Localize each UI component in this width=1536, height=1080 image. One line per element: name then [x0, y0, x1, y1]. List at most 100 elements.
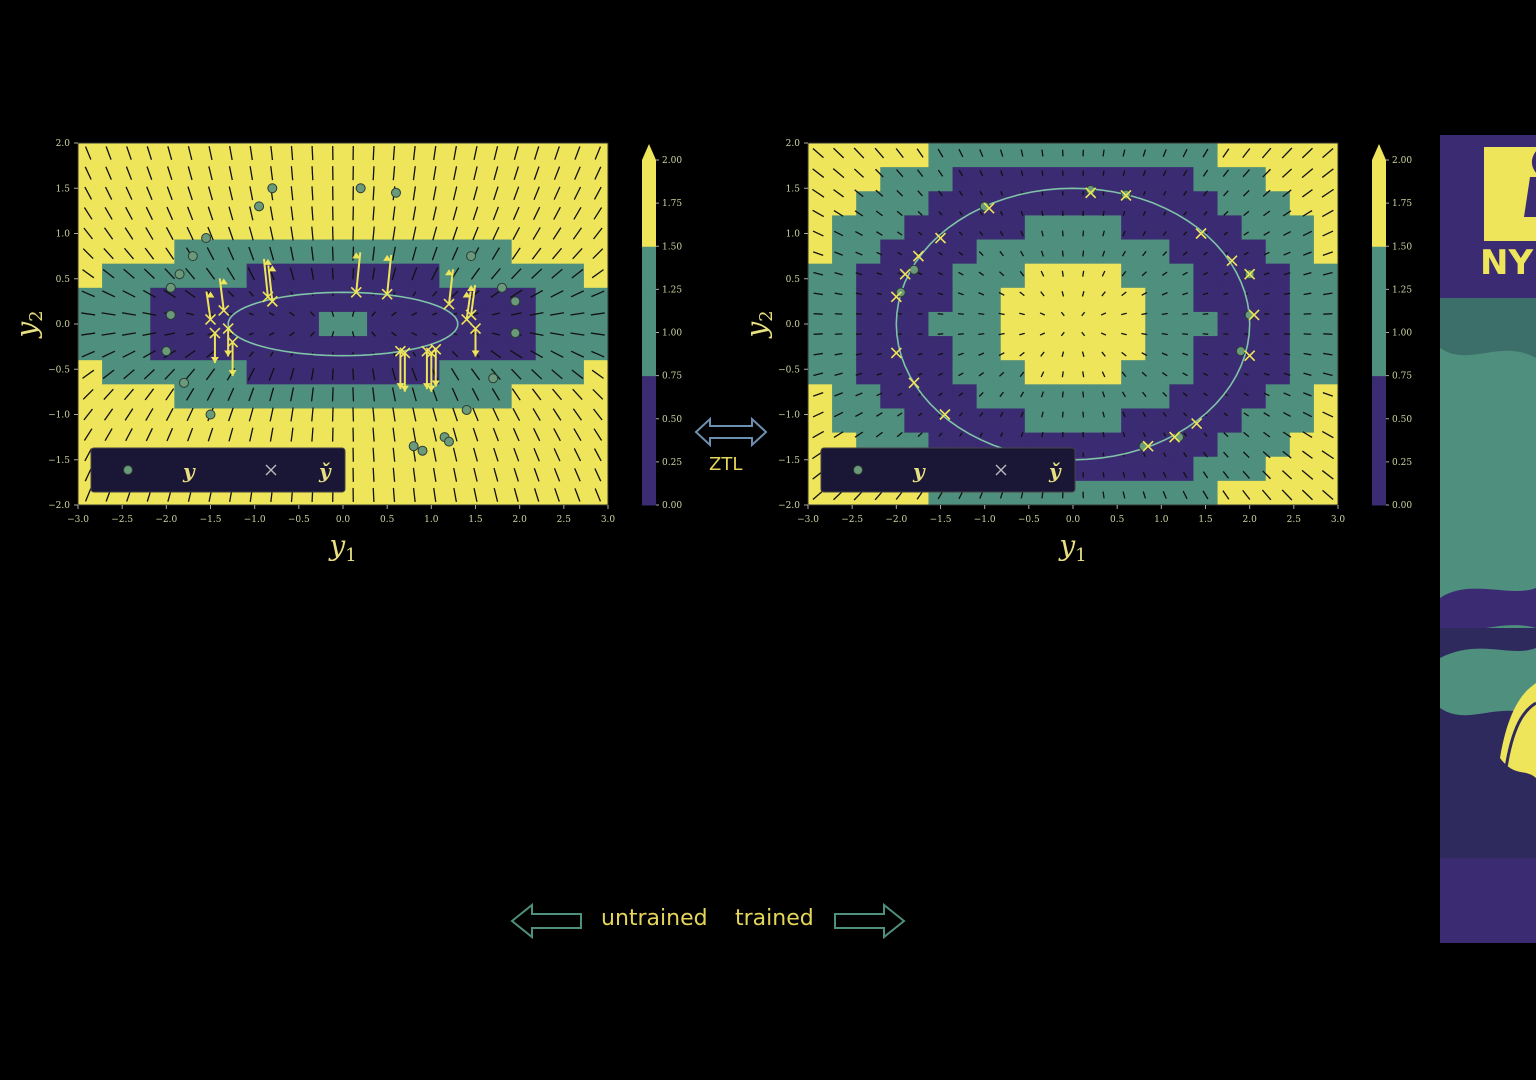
field-arrow — [1102, 149, 1105, 157]
field-arrow — [552, 388, 563, 401]
heatmap-cell — [150, 239, 175, 265]
untrained-arrow[interactable] — [510, 902, 584, 940]
heatmap-cell — [559, 287, 585, 313]
heatmap-cell — [102, 287, 127, 313]
x-tick-label: −1.5 — [930, 515, 952, 525]
heatmap-cell — [102, 215, 127, 241]
heatmap-cell — [1241, 360, 1267, 385]
field-arrow — [84, 166, 92, 180]
field-arrow — [186, 312, 195, 316]
trained-arrow[interactable] — [832, 902, 906, 940]
heatmap-cell — [1193, 143, 1219, 168]
colorbar-segment — [642, 246, 656, 290]
field-arrow — [896, 231, 903, 236]
heatmap-cell — [343, 432, 368, 458]
field-arrow — [1040, 391, 1044, 398]
heatmap-cell — [904, 143, 929, 168]
heatmap-cell — [1265, 287, 1291, 313]
heatmap-cell — [1145, 263, 1170, 289]
update-arrows — [205, 252, 480, 392]
field-arrow — [1322, 372, 1333, 377]
field-arrow — [1061, 270, 1064, 277]
field-arrow — [833, 147, 845, 159]
heatmap-cell — [102, 360, 127, 385]
field-arrow — [493, 166, 499, 181]
heatmap-cell — [1024, 143, 1050, 168]
point-y-check — [425, 347, 437, 359]
field-arrow — [897, 251, 903, 256]
heatmap-cell — [126, 263, 151, 289]
field-arrow — [1142, 471, 1146, 478]
trained-label[interactable]: trained — [735, 906, 814, 931]
heatmap-cell — [1048, 336, 1074, 361]
heatmap-cell — [318, 311, 344, 337]
heatmap-cell — [1000, 408, 1026, 434]
field-arrow — [853, 168, 864, 178]
heatmap-cell — [1313, 287, 1339, 313]
field-arrow — [412, 206, 417, 221]
field-arrow — [1102, 230, 1105, 237]
heatmap-cell — [904, 191, 929, 216]
field-arrow — [1263, 251, 1270, 256]
heatmap-cell — [1289, 263, 1315, 289]
field-arrow — [493, 487, 499, 502]
heatmap-cell — [1241, 408, 1267, 434]
heatmap-cell — [511, 360, 537, 385]
x-tick-label: −2.5 — [111, 515, 133, 525]
heatmap-cell — [1193, 191, 1219, 216]
legend: y y̌ — [820, 447, 1076, 493]
update-arrow — [465, 291, 472, 320]
point-y — [444, 436, 454, 447]
field-arrow — [165, 408, 174, 421]
legend: y y̌ — [90, 447, 346, 493]
field-arrow — [391, 331, 397, 337]
heatmap-cell — [343, 263, 368, 289]
point-y-check — [983, 202, 995, 214]
heatmap-cell — [367, 336, 392, 361]
field-arrow — [938, 190, 943, 197]
field-arrow — [591, 350, 605, 358]
heatmap-cell — [487, 239, 513, 265]
field-arrow — [1020, 250, 1025, 257]
field-arrow — [228, 186, 234, 201]
heatmap-cell — [535, 263, 561, 289]
heatmap-cell — [126, 360, 151, 385]
field-arrow — [249, 186, 254, 201]
update-arrow-head — [263, 258, 272, 265]
chart-right-svg: −3.0 −2.5 −2.0 −1.5 −1.0 −0.5 0.0 0.5 1.0 1.5 2.0 2… — [740, 139, 1412, 566]
field-arrow — [145, 206, 153, 220]
untrained-label[interactable]: untrained — [601, 906, 708, 931]
heatmap-cell — [1169, 311, 1194, 337]
heatmap-cell — [1097, 191, 1122, 216]
field-arrow — [553, 448, 561, 462]
heatmap-cell — [1073, 336, 1098, 361]
heatmap-cell — [559, 215, 585, 241]
heatmap-cell — [367, 215, 392, 241]
field-arrow — [1122, 472, 1126, 478]
field-arrow — [1163, 211, 1167, 216]
field-arrow — [142, 312, 157, 316]
field-arrow — [1121, 351, 1127, 357]
heatmap-cell — [583, 239, 609, 265]
heatmap-cell — [928, 384, 954, 409]
legend-box — [90, 447, 346, 493]
field-arrow — [513, 146, 519, 160]
heatmap-cell — [367, 432, 392, 458]
field-arrow — [1301, 147, 1313, 159]
heatmap-cell — [1169, 263, 1194, 289]
field-arrow — [1223, 372, 1229, 376]
field-arrow — [452, 427, 458, 442]
field-arrow — [1041, 230, 1044, 237]
update-arrow-head — [383, 254, 392, 261]
heatmap-cell — [343, 311, 368, 337]
heatmap-cell — [928, 287, 954, 313]
heatmap-cell — [415, 239, 440, 265]
field-arrow — [1301, 168, 1314, 179]
heatmap-cell — [583, 263, 609, 289]
field-arrow — [917, 352, 923, 356]
field-arrow — [165, 247, 175, 260]
heatmap-cell — [1024, 191, 1050, 216]
y-tick-label: 1.0 — [56, 230, 71, 240]
heatmap-cell — [318, 215, 344, 241]
colorbar-segment — [1372, 203, 1386, 247]
